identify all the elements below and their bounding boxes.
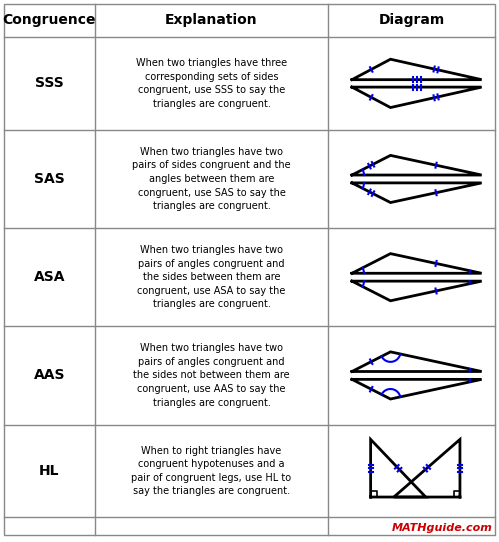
Text: HL: HL bbox=[39, 464, 60, 478]
Text: AAS: AAS bbox=[33, 369, 65, 383]
Text: SSS: SSS bbox=[35, 76, 64, 91]
Text: SAS: SAS bbox=[34, 172, 65, 186]
Text: When two triangles have two
pairs of sides congruent and the
angles between them: When two triangles have two pairs of sid… bbox=[132, 147, 291, 211]
Text: When two triangles have three
corresponding sets of sides
congruent, use SSS to : When two triangles have three correspond… bbox=[136, 58, 287, 109]
Text: When two triangles have two
pairs of angles congruent and
the sides between them: When two triangles have two pairs of ang… bbox=[137, 245, 285, 309]
Text: Diagram: Diagram bbox=[378, 14, 445, 28]
Text: MATHguide.com: MATHguide.com bbox=[392, 523, 493, 533]
Text: Explanation: Explanation bbox=[165, 14, 258, 28]
Text: Congruence: Congruence bbox=[2, 14, 96, 28]
Text: When two triangles have two
pairs of angles congruent and
the sides not between : When two triangles have two pairs of ang… bbox=[133, 343, 290, 408]
Text: ASA: ASA bbox=[33, 270, 65, 284]
Text: When to right triangles have
congruent hypotenuses and a
pair of congruent legs,: When to right triangles have congruent h… bbox=[131, 446, 291, 496]
